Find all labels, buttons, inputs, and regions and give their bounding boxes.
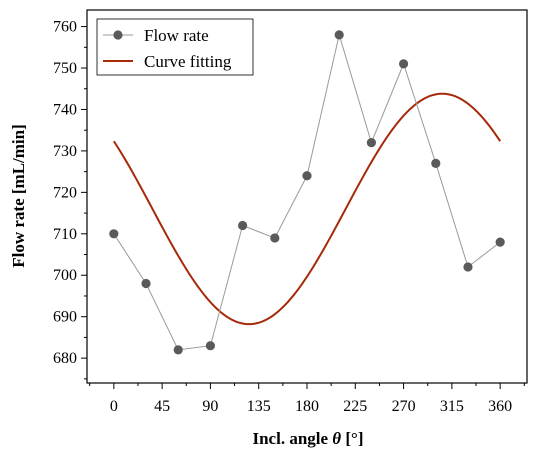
x-tick-label: 360 [488, 398, 512, 415]
data-point [431, 158, 441, 168]
x-tick-label: 225 [343, 398, 367, 415]
data-point [302, 171, 312, 181]
x-tick-label: 270 [392, 398, 416, 415]
data-point [205, 341, 216, 351]
y-axis-title: Flow rate [mL/min] [9, 124, 28, 268]
y-tick-label: 720 [53, 184, 77, 201]
data-point [173, 345, 183, 355]
x-tick-label: 180 [295, 398, 319, 415]
x-axis-title: Incl. angle θ [°] [252, 429, 363, 448]
y-tick-label: 680 [53, 350, 77, 367]
data-point [334, 30, 344, 40]
data-point [141, 278, 151, 289]
legend-label-flow-rate: Flow rate [144, 26, 209, 45]
data-point [398, 59, 409, 69]
data-point [238, 220, 248, 231]
y-tick-label: 750 [53, 60, 77, 77]
series-flow-rate-line [113, 32, 501, 351]
legend-box [96, 18, 254, 76]
x-tick-label: 45 [154, 398, 170, 415]
data-point [366, 138, 376, 148]
data-point [495, 237, 505, 247]
axes: 0 45 90 135 180 225 270 315 360 680 690 700 710 720 73… [53, 19, 525, 415]
y-tick-label: 710 [53, 226, 77, 243]
legend-flow-rate-marker [113, 30, 123, 40]
y-tick-label: 760 [53, 19, 77, 36]
data-point [270, 233, 280, 243]
x-tick-label: 315 [440, 398, 464, 415]
plot-content [109, 30, 505, 355]
series-curve-fitting-line [112, 92, 502, 326]
x-tick-label: 0 [110, 398, 118, 415]
y-tick-label: 730 [53, 143, 77, 160]
y-tick-label: 740 [53, 101, 77, 118]
data-point [463, 262, 473, 272]
data-point [109, 229, 119, 239]
legend: Flow rate Curve fitting [96, 18, 254, 76]
x-tick-label: 135 [247, 398, 271, 415]
y-tick-label: 700 [53, 267, 77, 284]
y-tick-label: 690 [53, 309, 77, 326]
legend-label-curve-fitting: Curve fitting [144, 52, 232, 71]
x-tick-label: 90 [202, 398, 218, 415]
